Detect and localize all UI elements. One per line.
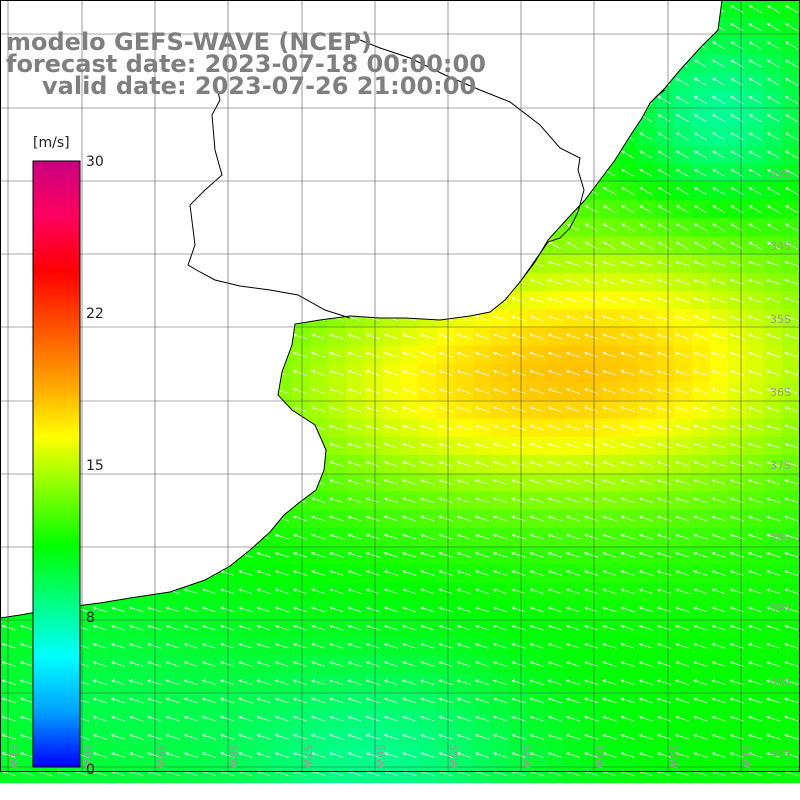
- lat-label: 33S: [770, 167, 791, 180]
- colorbar-ramp: [32, 160, 81, 768]
- lat-label: 37S: [770, 459, 791, 472]
- lat-label: 41S: [770, 748, 791, 761]
- lon-label: 59W: [154, 744, 167, 769]
- colorbar-tick-8: 8: [86, 610, 95, 626]
- lon-label: 52W: [667, 744, 680, 769]
- lon-label: 55W: [447, 744, 460, 769]
- lon-label: 58W: [227, 744, 240, 769]
- colorbar-tick-0: 0: [86, 762, 95, 778]
- colorbar-tick-15: 15: [86, 458, 104, 474]
- lon-label: 60W: [81, 744, 94, 769]
- lon-label: 53W: [593, 744, 606, 769]
- coastline-uruguay-brazil: [187, 39, 666, 319]
- colorbar-tick-30: 30: [86, 154, 104, 170]
- lat-label: 35S: [770, 313, 791, 326]
- title-model: modelo GEFS-WAVE (NCEP): [6, 28, 372, 56]
- lat-label: 38S: [770, 532, 791, 545]
- title-valid-date: valid date: 2023-07-26 21:00:00: [42, 72, 477, 100]
- grid-labels: 33S 34S 35S 36S 37S 38S 39S 40S 41S 61W 60W 59W 58W 5…: [7, 167, 791, 769]
- colorbar-unit: [m/s]: [33, 135, 70, 151]
- lat-label: 39S: [770, 602, 791, 615]
- lon-label: 57W: [301, 744, 314, 769]
- colorbar: [m/s] 30 22 15 8 0: [32, 135, 104, 778]
- colorbar-tick-22: 22: [86, 306, 104, 322]
- lat-label: 40S: [770, 676, 791, 689]
- lon-label: 61W: [7, 744, 20, 769]
- lon-label: 54W: [520, 744, 533, 769]
- lon-label: 56W: [374, 744, 387, 769]
- lon-label: 51W: [740, 744, 753, 769]
- lat-lon-grid: [0, 0, 800, 772]
- lat-label: 34S: [770, 240, 791, 253]
- title-forecast-date: forecast date: 2023-07-18 00:00:00: [6, 50, 486, 78]
- lat-label: 36S: [770, 386, 791, 399]
- land-mass: [0, 0, 723, 619]
